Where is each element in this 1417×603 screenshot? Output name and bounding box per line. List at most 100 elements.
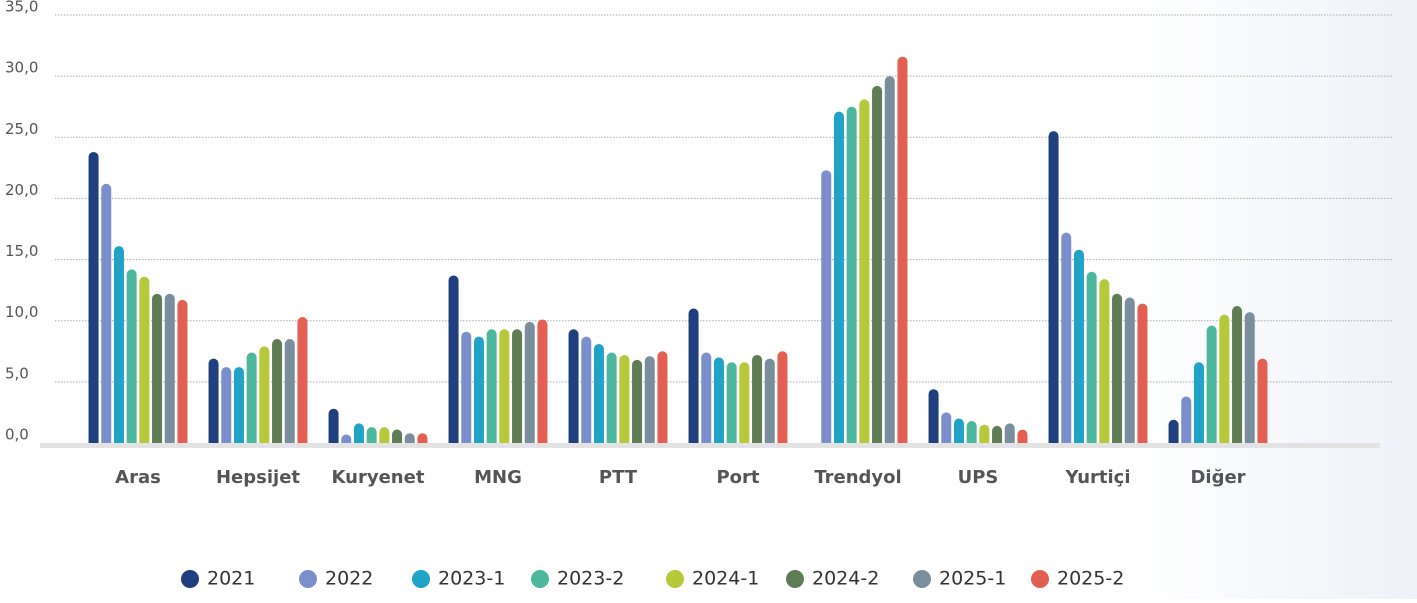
- bar: [101, 183, 112, 444]
- bar: [657, 351, 668, 443]
- bar: [1219, 314, 1230, 443]
- bar: [379, 427, 390, 443]
- bar: [392, 429, 403, 443]
- bar: [846, 106, 857, 443]
- legend-swatch: [666, 570, 684, 588]
- bar: [581, 336, 592, 443]
- legend-label: 2024-1: [692, 568, 759, 590]
- bar: [593, 343, 604, 443]
- bar: [366, 427, 377, 443]
- legend-swatch: [531, 570, 549, 588]
- legend-swatch: [181, 570, 199, 588]
- bar: [1086, 271, 1097, 443]
- bar: [537, 319, 548, 443]
- bar: [884, 76, 895, 443]
- bar: [126, 269, 137, 443]
- bar: [1048, 131, 1059, 443]
- x-tick-label: PTT: [599, 467, 638, 488]
- bar: [606, 352, 617, 443]
- bar: [568, 329, 579, 443]
- bar: [713, 357, 724, 443]
- bar: [764, 358, 775, 443]
- y-tick-label: 30,0: [5, 59, 38, 77]
- baseline: [40, 443, 1380, 448]
- bar: [473, 336, 484, 443]
- bar: [499, 329, 510, 443]
- bar: [752, 354, 763, 443]
- legend-swatch: [412, 570, 430, 588]
- bar: [284, 339, 295, 443]
- legend-label: 2024-2: [812, 568, 879, 590]
- bar: [632, 359, 643, 443]
- y-tick-label: 25,0: [5, 120, 38, 138]
- legend-swatch: [1031, 570, 1049, 588]
- bar: [966, 420, 977, 443]
- bar: [328, 408, 339, 443]
- bar: [246, 352, 257, 443]
- bar: [1244, 312, 1255, 443]
- bar: [208, 358, 219, 443]
- bar: [233, 367, 244, 443]
- bar: [1124, 297, 1135, 443]
- legend-label: 2025-2: [1057, 568, 1124, 590]
- bar: [1061, 232, 1072, 443]
- bar: [1168, 419, 1179, 443]
- bar: [979, 424, 990, 443]
- bar: [524, 321, 535, 443]
- bar: [739, 362, 750, 443]
- x-tick-label: Port: [716, 467, 759, 488]
- bar: [1137, 303, 1148, 443]
- bar: [897, 56, 908, 443]
- bar: [259, 346, 270, 443]
- bar: [777, 351, 788, 443]
- bar: [486, 329, 497, 443]
- bar: [821, 170, 832, 444]
- legend-swatch: [786, 570, 804, 588]
- legend-label: 2022: [325, 568, 373, 590]
- bar: [1232, 306, 1243, 443]
- x-tick-label: Yurtiçi: [1064, 467, 1130, 488]
- bar: [1017, 429, 1028, 443]
- bar: [859, 99, 870, 444]
- bar: [941, 412, 952, 443]
- x-tick-label: Hepsijet: [216, 467, 300, 488]
- bar: [1099, 279, 1110, 443]
- legend-label: 2023-1: [438, 568, 505, 590]
- bar: [1257, 358, 1268, 443]
- bar: [644, 356, 655, 443]
- legend-swatch: [299, 570, 317, 588]
- bar: [688, 308, 699, 443]
- bar: [297, 317, 308, 443]
- bar: [113, 246, 124, 443]
- legend-label: 2025-1: [939, 568, 1006, 590]
- bar: [139, 276, 150, 443]
- bar: [1181, 396, 1192, 443]
- bar: [417, 433, 428, 443]
- x-tick-label: MNG: [474, 467, 522, 488]
- y-tick-label: 5,0: [5, 364, 29, 382]
- bar: [992, 425, 1003, 443]
- bar: [353, 423, 364, 443]
- bar: [272, 339, 283, 443]
- bar: [953, 418, 964, 443]
- x-tick-label: UPS: [958, 467, 999, 488]
- legend-label: 2023-2: [557, 568, 624, 590]
- x-tick-label: Trendyol: [814, 467, 901, 488]
- x-tick-label: Kuryenet: [332, 467, 425, 488]
- bar: [1004, 423, 1015, 443]
- bar: [461, 331, 472, 443]
- y-tick-label: 15,0: [5, 242, 38, 260]
- bar: [872, 85, 883, 443]
- bar: [1193, 362, 1204, 443]
- legend-label: 2021: [207, 568, 255, 590]
- y-tick-label: 35,0: [5, 0, 38, 16]
- bar: [164, 293, 175, 443]
- bar: [1112, 293, 1123, 443]
- bar: [221, 367, 232, 443]
- bar: [701, 352, 712, 443]
- y-tick-label: 20,0: [5, 181, 38, 199]
- bar: [833, 111, 844, 443]
- bar: [1206, 325, 1217, 443]
